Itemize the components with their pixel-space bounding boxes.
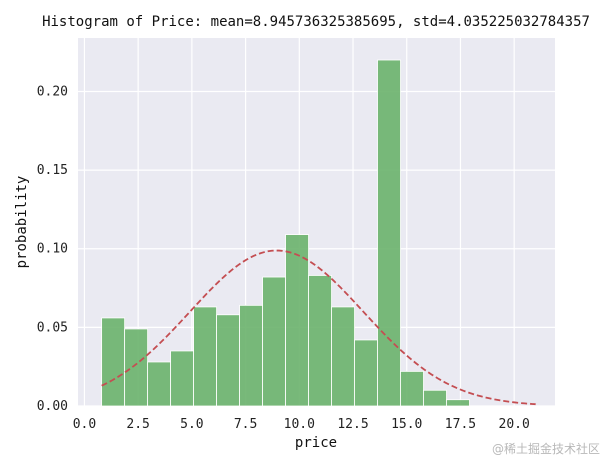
histogram-bar-8 [285, 234, 309, 407]
watermark: @稀土掘金技术社区 [491, 442, 600, 456]
histogram-bar-2 [147, 361, 172, 407]
histogram-bar-13 [400, 371, 424, 407]
y-tick-label-0: 0.00 [37, 399, 68, 414]
histogram-bar-4 [193, 306, 217, 407]
histogram-bar-9 [308, 275, 332, 407]
x-tick-labels: 0.0 2.5 5.0 7.5 10.0 12.5 15.0 17.5 20.0 [73, 417, 530, 432]
histogram-bar-0 [101, 317, 126, 407]
y-axis-label: probability [14, 176, 30, 269]
histogram-bar-5 [216, 314, 240, 407]
x-tick-label-6: 15.0 [391, 417, 422, 432]
histogram-bar-3 [170, 350, 194, 407]
x-tick-label-2: 5.0 [180, 417, 203, 432]
y-tick-label-3: 0.15 [37, 163, 68, 178]
histogram-bar-10 [331, 306, 355, 407]
y-tick-label-4: 0.20 [37, 84, 68, 99]
y-tick-label-2: 0.10 [37, 242, 68, 257]
chart-title: Histogram of Price: mean=8.9457363253856… [42, 14, 590, 30]
y-tick-label-1: 0.05 [37, 320, 68, 335]
histogram-bar-1 [124, 328, 149, 407]
x-tick-label-5: 12.5 [337, 417, 368, 432]
x-axis-label: price [295, 435, 337, 451]
histogram-bar-15 [446, 399, 470, 407]
histogram-bar-6 [239, 304, 263, 407]
x-tick-label-1: 2.5 [126, 417, 149, 432]
histogram-bar-14 [423, 389, 447, 407]
x-tick-label-3: 7.5 [234, 417, 257, 432]
x-tick-label-4: 10.0 [284, 417, 315, 432]
x-tick-label-8: 20.0 [499, 417, 530, 432]
y-tick-labels: 0.00 0.05 0.10 0.15 0.20 [37, 84, 68, 414]
histogram-bar-7 [262, 276, 286, 407]
normal-curve [101, 249, 536, 406]
histogram-bar-12 [377, 59, 401, 407]
bars [101, 59, 470, 407]
x-tick-label-7: 17.5 [445, 417, 476, 432]
histogram-bar-11 [354, 339, 378, 407]
x-tick-label-0: 0.0 [73, 417, 96, 432]
